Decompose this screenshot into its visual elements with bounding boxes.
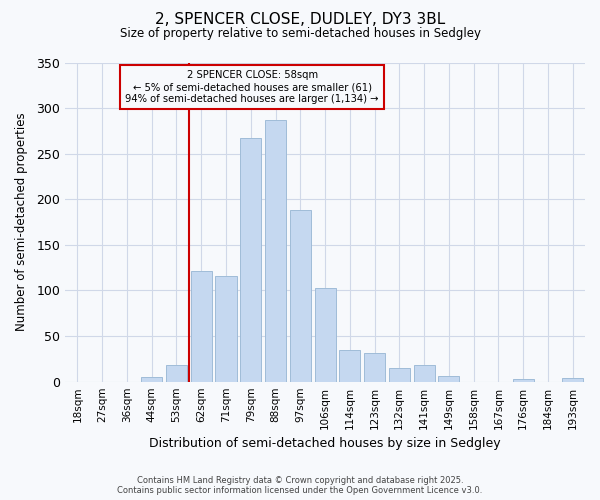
Bar	[191, 272, 212, 382]
Bar	[141, 377, 162, 382]
Bar	[215, 276, 236, 382]
X-axis label: Distribution of semi-detached houses by size in Sedgley: Distribution of semi-detached houses by …	[149, 437, 501, 450]
Text: 2, SPENCER CLOSE, DUDLEY, DY3 3BL: 2, SPENCER CLOSE, DUDLEY, DY3 3BL	[155, 12, 445, 28]
Bar	[439, 376, 460, 382]
Bar	[290, 210, 311, 382]
Text: Size of property relative to semi-detached houses in Sedgley: Size of property relative to semi-detach…	[119, 28, 481, 40]
Bar	[413, 366, 434, 382]
Bar	[265, 120, 286, 382]
Bar	[240, 138, 261, 382]
Text: Contains HM Land Registry data © Crown copyright and database right 2025.
Contai: Contains HM Land Registry data © Crown c…	[118, 476, 482, 495]
Bar	[512, 379, 533, 382]
Bar	[166, 366, 187, 382]
Bar	[339, 350, 361, 382]
Bar	[389, 368, 410, 382]
Bar	[314, 288, 335, 382]
Bar	[364, 354, 385, 382]
Y-axis label: Number of semi-detached properties: Number of semi-detached properties	[15, 113, 28, 332]
Bar	[562, 378, 583, 382]
Text: 2 SPENCER CLOSE: 58sqm
← 5% of semi-detached houses are smaller (61)
94% of semi: 2 SPENCER CLOSE: 58sqm ← 5% of semi-deta…	[125, 70, 379, 104]
